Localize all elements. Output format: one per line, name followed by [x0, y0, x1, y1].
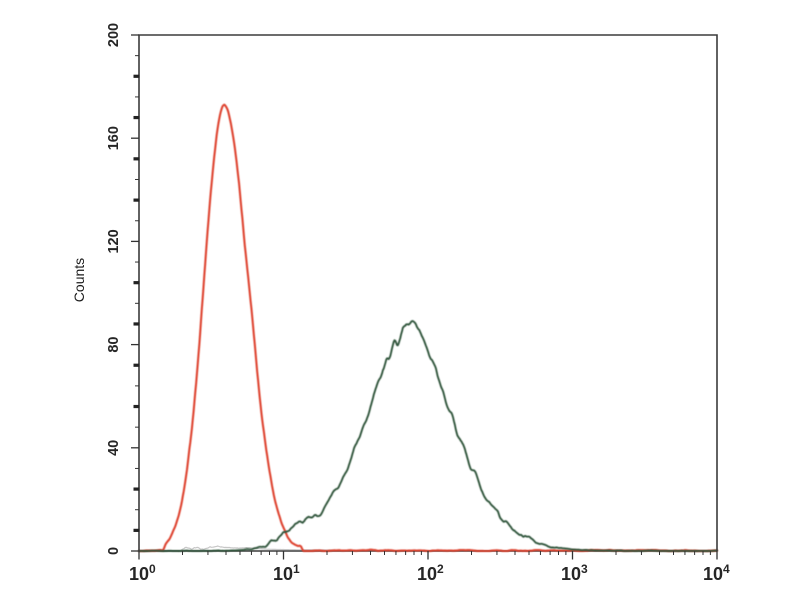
- svg-text:40: 40: [106, 440, 122, 456]
- svg-text:0: 0: [106, 547, 122, 555]
- svg-text:160: 160: [106, 126, 122, 150]
- svg-text:100: 100: [129, 562, 156, 584]
- svg-text:Counts: Counts: [71, 258, 87, 302]
- svg-text:104: 104: [703, 562, 730, 584]
- svg-text:80: 80: [106, 337, 122, 353]
- svg-text:200: 200: [106, 23, 122, 47]
- svg-text:103: 103: [561, 562, 588, 584]
- svg-text:120: 120: [106, 229, 122, 253]
- svg-text:102: 102: [417, 562, 444, 584]
- svg-text:101: 101: [273, 562, 300, 584]
